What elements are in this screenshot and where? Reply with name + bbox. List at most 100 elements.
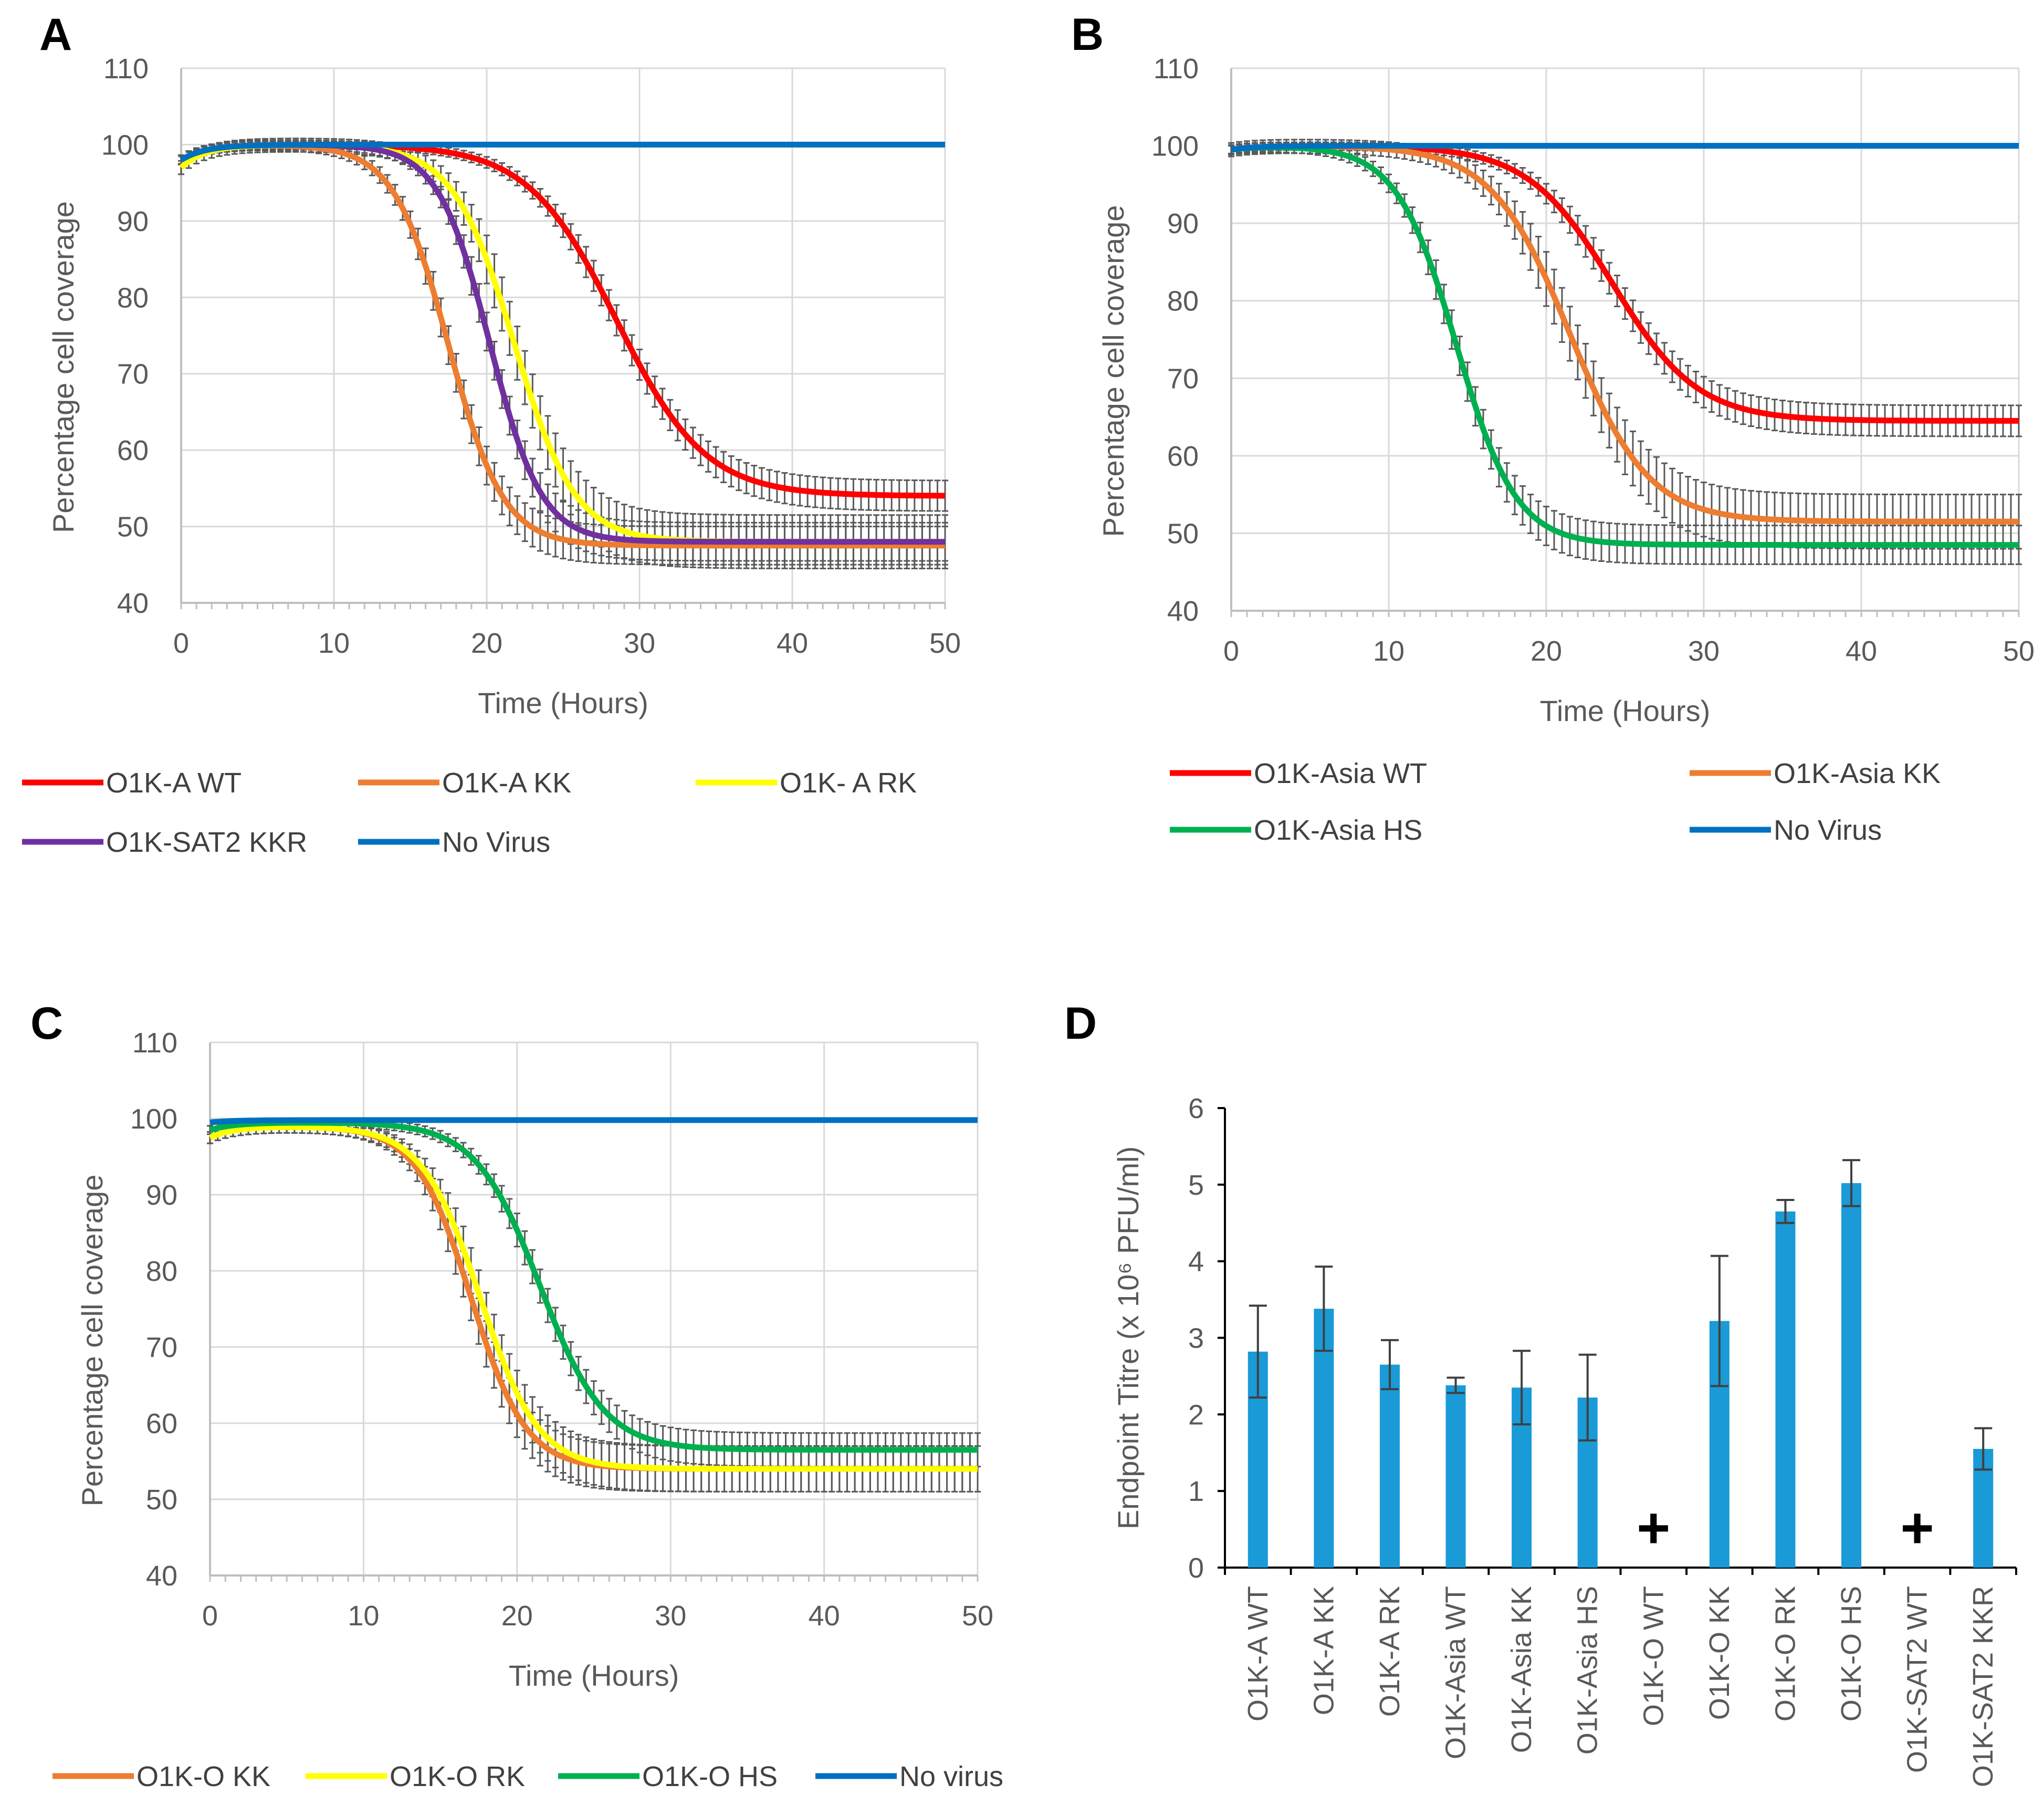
panel-b-x-tick-label: 0 — [1223, 635, 1239, 667]
panel-c-y-tick-label: 80 — [146, 1256, 177, 1287]
panel-c-x-tick-label: 20 — [501, 1600, 533, 1632]
panel-b-y-tick-label: 90 — [1167, 208, 1199, 239]
panel-a-x-tick-label: 40 — [777, 628, 808, 659]
panel-b-x-axis-title: Time (Hours) — [1540, 694, 1711, 727]
panel-c-x-tick-label: 10 — [348, 1600, 379, 1632]
panel-c-y-axis-title: Percentage cell coverage — [76, 1175, 109, 1507]
panel-d-bar-o1k-asia-wt — [1445, 1385, 1466, 1568]
panel-c-series-0-error-bars — [207, 1120, 981, 1492]
panel-c-series-1-error-bars — [207, 1120, 981, 1492]
panel-c-legend-label: O1K-O KK — [137, 1761, 270, 1792]
panel-c-y-tick-label: 100 — [130, 1103, 177, 1135]
panel-a-x-tick-label: 20 — [471, 628, 502, 659]
panel-b-y-tick-label: 50 — [1167, 518, 1199, 549]
panel-a-series-line-no-virus — [180, 141, 945, 163]
panel-a-legend-label: O1K-SAT2 KKR — [106, 827, 307, 858]
panel-d-category-label: O1K-SAT2 WT — [1902, 1586, 1933, 1773]
panel-b-series-1-error-bars — [1228, 139, 2022, 550]
panel-a-legend-label: O1K- A RK — [780, 767, 917, 799]
panel-a-y-axis-title: Percentage cell coverage — [47, 201, 80, 533]
panel-d-y-tick-label: 1 — [1188, 1476, 1204, 1507]
panel-a-y-tick-label: 80 — [117, 282, 149, 314]
panel-label-b: B — [1071, 9, 1104, 60]
panel-a-y-tick-label: 50 — [117, 511, 149, 543]
panel-d-plus-marker: + — [1637, 1496, 1670, 1560]
panel-a-legend-label: O1K-A KK — [442, 767, 571, 799]
panel-a-x-axis-title: Time (Hours) — [478, 686, 648, 719]
panel-label-a: A — [39, 9, 72, 60]
panel-d-category-label: O1K-A WT — [1242, 1586, 1274, 1721]
panel-a-x-tick-label: 50 — [929, 628, 961, 659]
panel-c-x-tick-label: 50 — [962, 1600, 993, 1632]
panel-b-series-0-error-bars — [1228, 141, 2022, 437]
panel-b-legend-label: O1K-Asia WT — [1254, 758, 1427, 789]
panel-b-series-line-o1k-asia-wt — [1231, 143, 2019, 424]
panel-b-x-tick-label: 20 — [1531, 635, 1562, 667]
panel-c-y-tick-label: 110 — [132, 1027, 177, 1059]
panel-b-legend-label: O1K-Asia KK — [1774, 758, 1941, 789]
panel-d-category-label: O1K-Asia WT — [1440, 1586, 1472, 1759]
panel-d-y-tick-label: 4 — [1188, 1246, 1204, 1278]
panel-c-x-tick-label: 40 — [809, 1600, 840, 1632]
panel-d-bar-chart: 0 1 2 3 4 5 6 Endpoint Titre (x 10⁶ PFU/ml) O1K-… — [1112, 1093, 2017, 1787]
panel-c-legend-label: O1K-O RK — [390, 1761, 525, 1792]
panel-c-series-line-o1k-o-kk — [208, 1124, 978, 1472]
panel-d-category-label: O1K-O WT — [1638, 1586, 1669, 1726]
panel-a-y-tick-label: 110 — [103, 53, 149, 85]
panel-b-x-tick-label: 40 — [1846, 635, 1877, 667]
panel-c-y-tick-label: 70 — [146, 1332, 177, 1363]
panel-b-series-line-no-virus — [1231, 143, 2019, 153]
panel-a-x-tick-label: 0 — [173, 628, 189, 659]
panel-a-y-tick-label: 100 — [101, 129, 149, 161]
panel-a-line-chart: 40 50 60 70 80 90 100 110 0 10 20 30 40 50 Time (Hours… — [22, 53, 961, 858]
panel-d-bar-o1k-a-rk — [1379, 1364, 1400, 1568]
panel-d-category-label: O1K-Asia KK — [1506, 1586, 1537, 1753]
panel-a-x-tick-label: 30 — [624, 628, 655, 659]
panel-b-y-tick-label: 110 — [1154, 53, 1199, 85]
panel-d-plus-marker: + — [1901, 1496, 1934, 1560]
panel-d-category-label: O1K-A RK — [1374, 1586, 1406, 1717]
panel-d-y-tick-label: 6 — [1188, 1093, 1204, 1124]
panel-b-x-tick-label: 10 — [1373, 635, 1404, 667]
panel-b-line-chart: 40 50 60 70 80 90 100 110 0 10 20 30 40 50 Time (Hours… — [1097, 53, 2035, 846]
panel-c-series-2-error-bars — [207, 1118, 981, 1468]
panel-b-x-tick-label: 30 — [1688, 635, 1720, 667]
panel-b-x-tick-label: 50 — [2003, 635, 2035, 667]
panel-b-y-tick-label: 60 — [1167, 441, 1199, 472]
panel-c-y-tick-label: 40 — [146, 1560, 177, 1592]
panel-d-category-label: O1K-Asia HS — [1572, 1586, 1603, 1755]
panel-c-legend-label: O1K-O HS — [642, 1761, 778, 1792]
panel-d-bar-o1k-o-hs — [1841, 1183, 1862, 1568]
panel-d-y-tick-label: 2 — [1188, 1399, 1204, 1431]
panel-c-y-tick-label: 50 — [146, 1484, 177, 1516]
panel-c-x-tick-label: 0 — [202, 1600, 218, 1632]
panel-c-x-axis-title: Time (Hours) — [509, 1659, 679, 1692]
panel-d-category-label: O1K-O RK — [1769, 1586, 1801, 1721]
panel-d-category-label: O1K-A KK — [1308, 1586, 1339, 1715]
panel-b-series-2-error-bars — [1228, 141, 2022, 565]
panel-c-legend-label: No virus — [899, 1761, 1003, 1792]
panel-b-legend-label: O1K-Asia HS — [1254, 815, 1422, 846]
panel-c-line-chart: 40 50 60 70 80 90 100 110 0 10 20 30 40 50 Time (Hours… — [53, 1027, 1003, 1792]
panel-label-c: C — [30, 998, 63, 1049]
panel-c-y-tick-label: 90 — [146, 1179, 177, 1211]
panel-d-category-label: O1K-SAT2 KKR — [1967, 1586, 1999, 1787]
panel-a-x-tick-label: 10 — [318, 628, 350, 659]
panel-b-y-tick-label: 40 — [1167, 596, 1199, 627]
panel-a-legend-label: O1K-A WT — [106, 767, 242, 799]
panel-b-legend-label: No Virus — [1774, 815, 1882, 846]
panel-d-y-tick-label: 0 — [1188, 1552, 1204, 1584]
panel-b-y-axis-title: Percentage cell coverage — [1097, 205, 1130, 537]
panel-b-y-tick-label: 70 — [1167, 363, 1199, 394]
panel-d-category-label: O1K-O KK — [1704, 1586, 1735, 1720]
panel-label-d: D — [1064, 998, 1097, 1049]
panel-d-category-label: O1K-O HS — [1836, 1586, 1867, 1721]
panel-b-y-tick-label: 100 — [1151, 131, 1199, 162]
panel-c-series-line-o1k-o-hs — [209, 1120, 978, 1453]
panel-a-y-tick-label: 90 — [117, 206, 149, 237]
panel-b-y-tick-label: 80 — [1167, 286, 1199, 317]
panel-b-series-line-o1k-asia-hs — [1231, 144, 2019, 548]
panel-a-y-tick-label: 60 — [117, 435, 149, 466]
panel-a-y-tick-label: 70 — [117, 359, 149, 390]
